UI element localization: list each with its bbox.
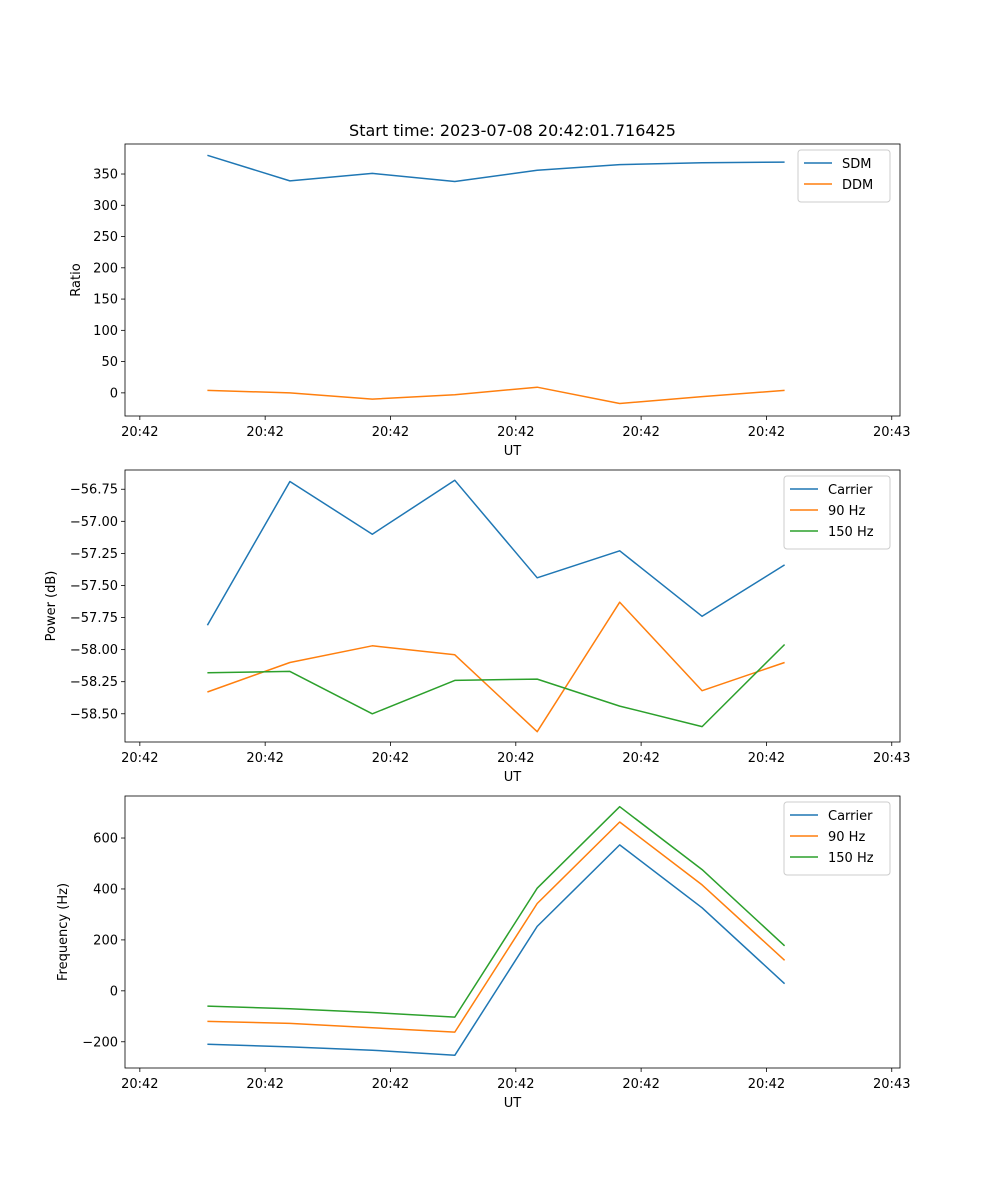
series-line-sdm [207, 154, 785, 183]
x-tick-label: 20:42 [748, 1077, 785, 1092]
x-tick-label: 20:42 [622, 751, 659, 766]
subplot-3: 20:42 20:42 20:42 20:42 20:42 20:42 20:43 −200 0… [56, 795, 910, 1111]
y-tick-label: −200 [82, 1035, 118, 1050]
series-line-150-hz [207, 805, 786, 1018]
x-tick-label: 20:42 [246, 751, 283, 766]
x-tick-label: 20:42 [748, 751, 785, 766]
x-tick-label: 20:43 [873, 1077, 910, 1092]
x-tick-label: 20:42 [121, 425, 158, 440]
x-tick-label: 20:42 [246, 425, 283, 440]
y-tick-label: 250 [93, 230, 118, 245]
axes-frame [124, 469, 901, 743]
legend-label: 150 Hz [828, 851, 874, 866]
y-tick-label: 50 [101, 355, 118, 370]
axes-frame [124, 143, 901, 417]
y-tick-label: 350 [93, 168, 118, 183]
y-tick-label: 300 [93, 199, 118, 214]
y-tick-label: 0 [110, 984, 118, 999]
x-axis-label: UT [504, 444, 522, 459]
legend-label: SDM [842, 157, 871, 172]
y-tick-label: −58.25 [70, 675, 118, 690]
x-tick-label: 20:42 [497, 751, 534, 766]
y-tick-label: 400 [93, 882, 118, 897]
x-axis-label: UT [504, 1096, 522, 1111]
x-tick-label: 20:42 [497, 425, 534, 440]
y-tick-label: 200 [93, 933, 118, 948]
x-tick-label: 20:42 [121, 751, 158, 766]
x-axis-label: UT [504, 770, 522, 785]
x-tick-label: 20:42 [246, 1077, 283, 1092]
x-tick-label: 20:42 [497, 1077, 534, 1092]
x-tick-label: 20:42 [372, 425, 409, 440]
legend: Carrier 90 Hz 150 Hz [783, 475, 891, 550]
y-tick-label: 600 [93, 832, 118, 847]
y-axis-label: Power (dB) [44, 571, 59, 642]
chart-title: Start time: 2023-07-08 20:42:01.716425 [349, 121, 676, 140]
series-line-150-hz [207, 643, 786, 728]
legend-label: Carrier [828, 809, 873, 824]
subplot-2: 20:42 20:42 20:42 20:42 20:42 20:42 20:43 −58.5… [44, 469, 910, 785]
subplot-1: Start time: 2023-07-08 20:42:01.716425 20… [69, 121, 910, 459]
x-tick-label: 20:42 [622, 425, 659, 440]
x-tick-label: 20:43 [873, 751, 910, 766]
legend: Carrier 90 Hz 150 Hz [783, 801, 891, 876]
y-tick-label: 100 [93, 324, 118, 339]
y-tick-label: −57.75 [70, 611, 118, 626]
x-tick-label: 20:42 [372, 1077, 409, 1092]
x-tick-label: 20:42 [622, 1077, 659, 1092]
legend: SDM DDM [797, 149, 891, 203]
legend-label: 90 Hz [828, 830, 865, 845]
series-line-carrier [207, 844, 786, 1057]
y-tick-label: −58.00 [70, 643, 118, 658]
y-tick-label: −56.75 [70, 483, 118, 498]
y-tick-label: −58.50 [70, 707, 118, 722]
y-axis-label: Frequency (Hz) [56, 883, 71, 981]
series-line-90-hz [207, 821, 786, 1033]
axes-frame [124, 795, 901, 1069]
series-line-ddm [207, 386, 785, 405]
y-tick-label: −57.25 [70, 547, 118, 562]
legend-label: 150 Hz [828, 525, 874, 540]
y-tick-label: 200 [93, 261, 118, 276]
y-tick-label: −57.00 [70, 515, 118, 530]
legend-label: DDM [842, 178, 873, 193]
x-tick-label: 20:42 [748, 425, 785, 440]
y-tick-label: 0 [110, 386, 118, 401]
y-tick-label: 150 [93, 293, 118, 308]
legend-label: Carrier [828, 483, 873, 498]
legend-label: 90 Hz [828, 504, 865, 519]
series-line-90-hz [207, 601, 785, 733]
y-axis-label: Ratio [69, 263, 84, 296]
y-tick-label: −57.50 [70, 579, 118, 594]
x-tick-label: 20:42 [372, 751, 409, 766]
x-tick-label: 20:43 [873, 425, 910, 440]
x-tick-label: 20:42 [121, 1077, 158, 1092]
series-line-carrier [206, 479, 785, 626]
